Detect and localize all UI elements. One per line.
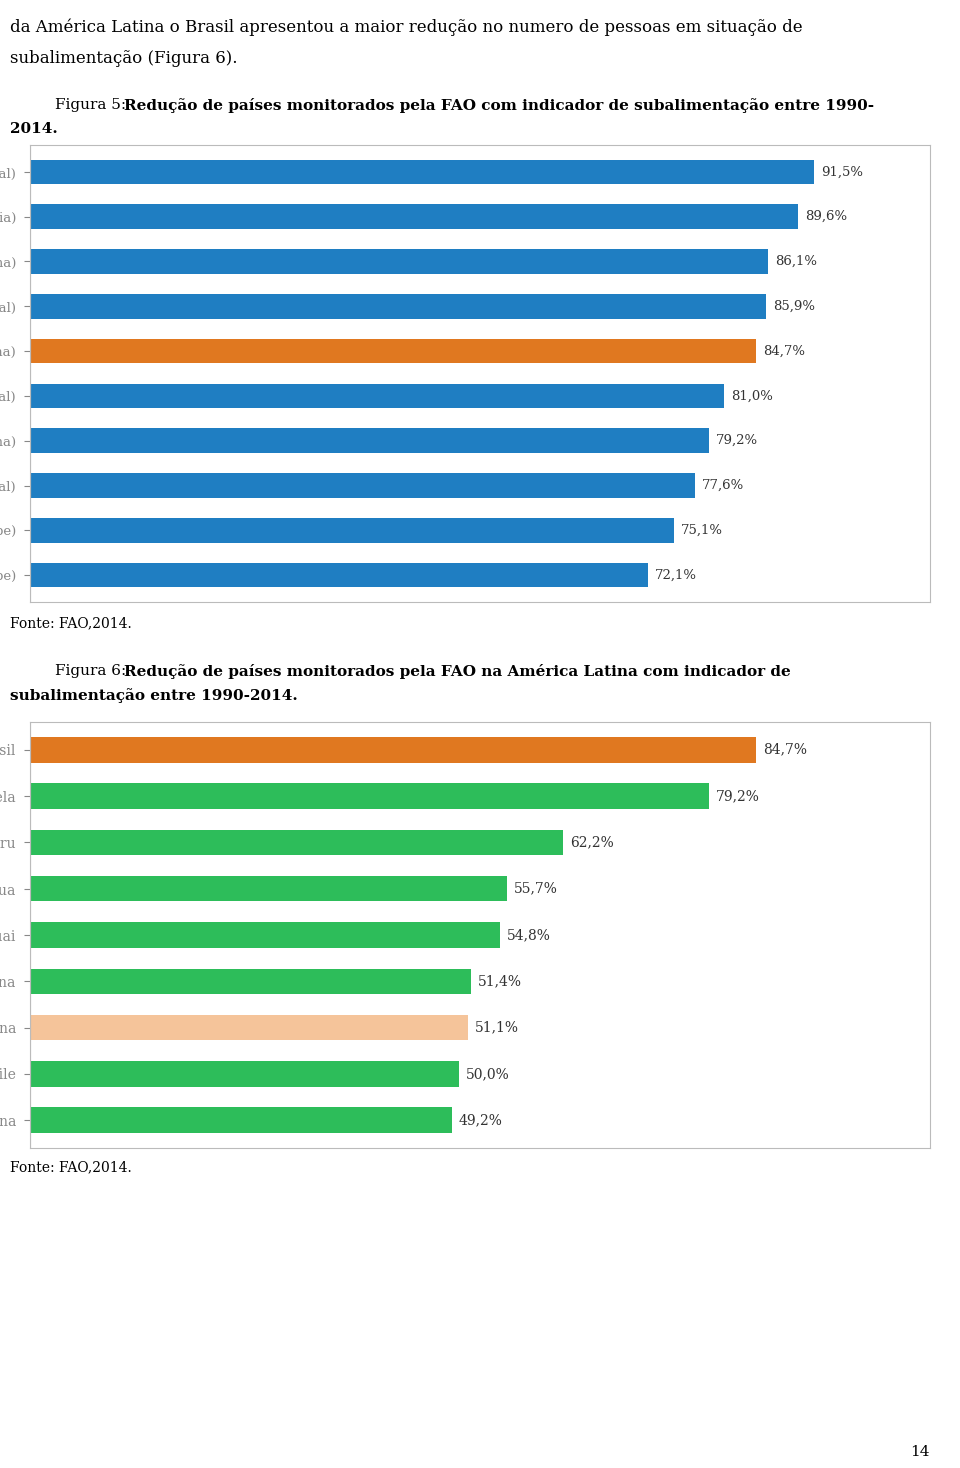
- Text: 54,8%: 54,8%: [507, 928, 550, 942]
- Bar: [30, 473, 695, 498]
- Bar: [30, 339, 756, 364]
- Bar: [30, 562, 648, 587]
- Bar: [30, 969, 470, 994]
- Text: Fonte: FAO,2014.: Fonte: FAO,2014.: [10, 617, 132, 630]
- Text: 75,1%: 75,1%: [681, 524, 723, 537]
- Text: 62,2%: 62,2%: [570, 835, 613, 850]
- Text: 51,1%: 51,1%: [475, 1020, 518, 1035]
- Text: subalimentação (Figura 6).: subalimentação (Figura 6).: [10, 50, 237, 68]
- Text: Redução de países monitorados pela FAO com indicador de subalimentação entre 199: Redução de países monitorados pela FAO c…: [124, 98, 875, 113]
- Text: 72,1%: 72,1%: [655, 568, 697, 581]
- Bar: [30, 922, 500, 948]
- Text: 2014.: 2014.: [10, 122, 58, 137]
- Bar: [30, 876, 508, 901]
- Text: da América Latina o Brasil apresentou a maior redução no numero de pessoas em si: da América Latina o Brasil apresentou a …: [10, 18, 803, 35]
- Text: 79,2%: 79,2%: [716, 435, 757, 448]
- Bar: [30, 1061, 459, 1086]
- Bar: [30, 429, 708, 454]
- Text: 14: 14: [910, 1445, 930, 1459]
- Bar: [30, 829, 564, 856]
- Text: 89,6%: 89,6%: [804, 210, 847, 223]
- Text: 84,7%: 84,7%: [763, 743, 806, 757]
- Text: 49,2%: 49,2%: [459, 1113, 502, 1127]
- Text: 86,1%: 86,1%: [775, 255, 817, 269]
- Text: 77,6%: 77,6%: [702, 479, 744, 492]
- Bar: [30, 294, 766, 319]
- Text: 51,4%: 51,4%: [477, 975, 521, 988]
- Text: 91,5%: 91,5%: [821, 166, 863, 179]
- Text: Fonte: FAO,2014.: Fonte: FAO,2014.: [10, 1160, 132, 1174]
- Text: 55,7%: 55,7%: [515, 882, 558, 895]
- Bar: [30, 204, 798, 229]
- Bar: [30, 1014, 468, 1041]
- Text: 79,2%: 79,2%: [716, 790, 759, 803]
- Bar: [30, 784, 708, 809]
- Text: Figura 5:: Figura 5:: [55, 98, 131, 112]
- Bar: [30, 250, 768, 275]
- Bar: [30, 1107, 452, 1133]
- Bar: [30, 160, 814, 184]
- Bar: [30, 737, 756, 762]
- Text: 85,9%: 85,9%: [773, 299, 815, 313]
- Bar: [30, 518, 674, 543]
- Text: Redução de países monitorados pela FAO na América Latina com indicador de: Redução de países monitorados pela FAO n…: [124, 664, 791, 680]
- Text: 50,0%: 50,0%: [466, 1067, 509, 1080]
- Text: subalimentação entre 1990-2014.: subalimentação entre 1990-2014.: [10, 688, 298, 703]
- Text: 84,7%: 84,7%: [763, 345, 804, 358]
- Text: 81,0%: 81,0%: [732, 389, 773, 402]
- Bar: [30, 383, 724, 408]
- Text: Figura 6:: Figura 6:: [55, 664, 132, 678]
